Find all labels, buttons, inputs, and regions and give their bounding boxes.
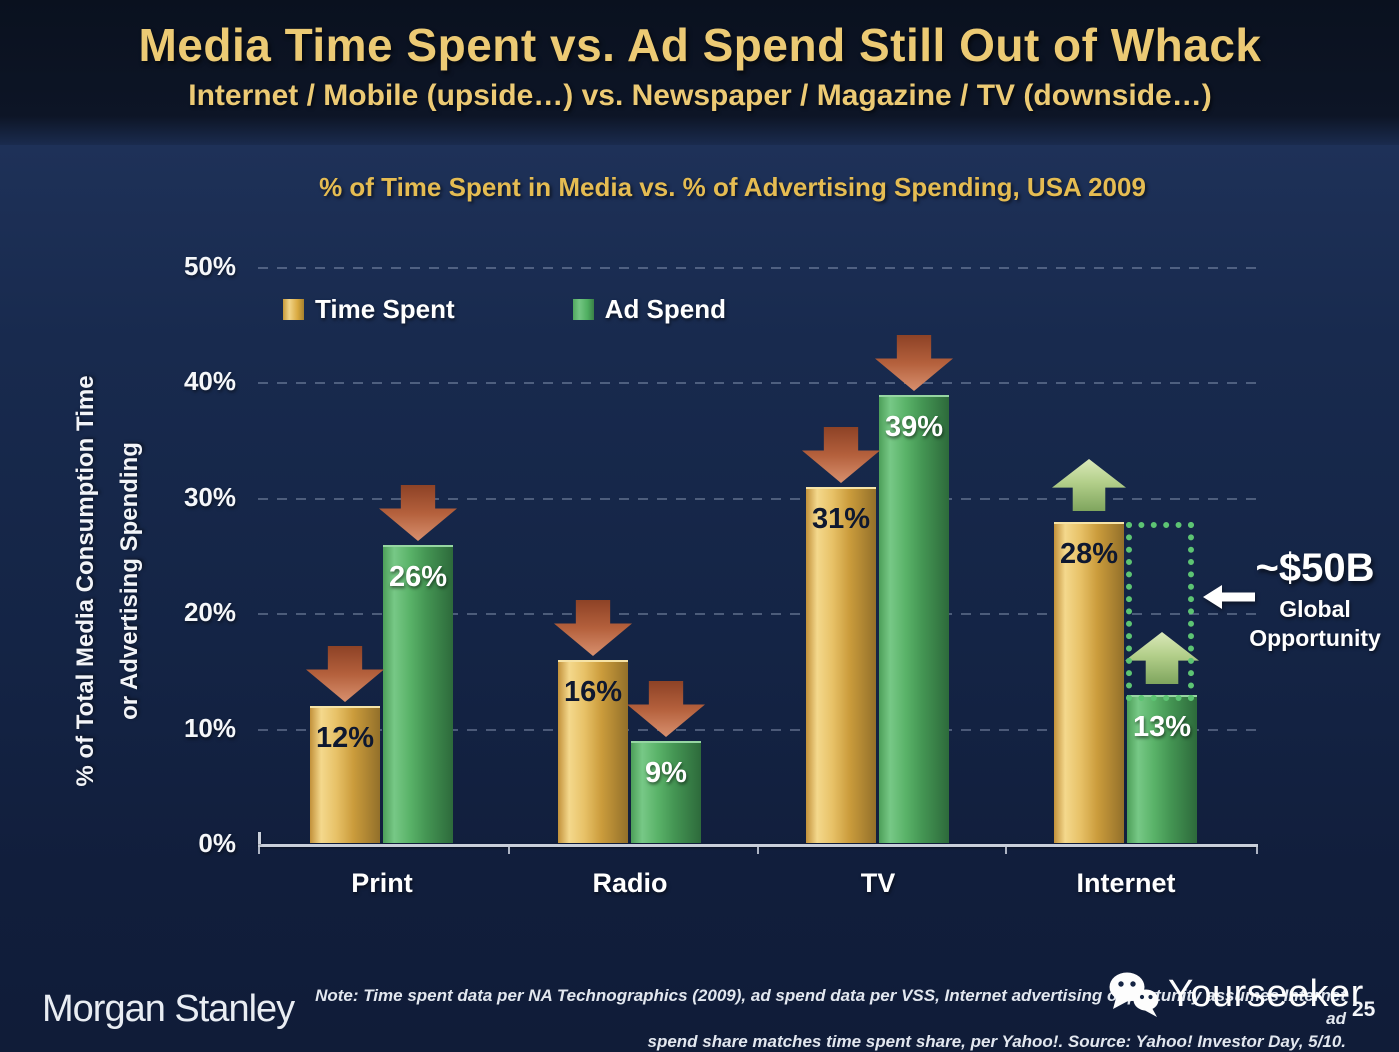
gridline-30 (258, 497, 1258, 500)
x-axis-tick-4 (1256, 845, 1258, 854)
chart-title: % of Time Spent in Media vs. % of Advert… (319, 172, 1146, 202)
x-axis-tick-2 (757, 845, 759, 854)
y-tick-label-10: 10% (183, 712, 236, 743)
bar-ad-print: 26% (383, 545, 453, 843)
y-tick-label-0: 0% (198, 828, 236, 858)
y-tick-label-40: 40% (183, 366, 236, 396)
category-label-radio: Radio (592, 868, 668, 898)
bar-ad-internet: 13% (1127, 695, 1197, 843)
category-label-print: Print (351, 868, 413, 898)
bar-time-internet: 28% (1054, 522, 1124, 843)
watermark-text: Yourseeker (1168, 972, 1364, 1015)
source-note-line2: spend share matches time spent share, pe… (647, 1032, 1347, 1051)
opportunity-annotation: ~$50B Global Opportunity (1235, 546, 1395, 653)
source-note-line1: Note: Time spent data per NA Technograph… (315, 986, 1346, 1028)
slide-body-background (0, 145, 1399, 1052)
x-axis-tick-0 (258, 845, 260, 854)
wechat-icon (1109, 972, 1159, 1017)
bar-time-radio: 16% (558, 660, 628, 843)
bar-value-label-time-print: 12% (315, 722, 375, 754)
slide-header: Media Time Spent vs. Ad Spend Still Out … (0, 0, 1399, 145)
bar-value-label-time-internet: 28% (1059, 538, 1119, 570)
bar-value-label-time-radio: 16% (563, 676, 623, 708)
gridline-10 (258, 728, 1258, 731)
ad-spend-swatch-icon (572, 299, 594, 320)
y-axis-stub (258, 832, 261, 844)
bar-value-label-time-tv: 31% (811, 503, 871, 535)
left-arrow-icon (1203, 585, 1255, 609)
y-tick-label-20: 20% (183, 597, 236, 627)
opportunity-label: Global Opportunity (1249, 596, 1381, 651)
slide-subtitle: Internet / Mobile (upside…) vs. Newspape… (188, 79, 1212, 112)
legend-item-ad-spend: Ad Spend (572, 294, 727, 325)
down-arrow-icon-time-radio (554, 600, 632, 656)
bar-ad-tv: 39% (879, 395, 949, 843)
opportunity-value: ~$50B (1255, 546, 1375, 590)
gridline-50 (258, 266, 1258, 269)
category-label-tv: TV (860, 868, 896, 898)
page-number: 25 (1352, 998, 1376, 1021)
up-arrow-icon-time-internet (1052, 459, 1126, 511)
opportunity-gap-box (1126, 522, 1194, 701)
legend-label-time-spent: Time Spent (315, 294, 455, 324)
morgan-stanley-logo: Morgan Stanley (42, 988, 295, 1030)
y-tick-label-30: 30% (183, 481, 236, 512)
x-axis-tick-1 (508, 845, 510, 854)
gridline-20 (258, 613, 1258, 615)
category-label-internet: Internet (1076, 868, 1176, 898)
bar-value-label-ad-internet: 13% (1132, 711, 1192, 743)
bar-value-label-ad-tv: 39% (884, 411, 944, 443)
time-spent-swatch-icon (283, 299, 304, 320)
down-arrow-icon-time-tv (802, 427, 880, 483)
bar-ad-radio: 9% (631, 741, 701, 843)
gridline-40 (258, 382, 1258, 384)
watermark: Yourseeker (1106, 970, 1364, 1018)
down-arrow-icon-time-print (306, 646, 384, 702)
legend-item-time-spent: Time Spent (283, 294, 455, 325)
chart-legend: Time Spent Ad Spend (283, 294, 726, 325)
bar-value-label-ad-print: 26% (388, 561, 448, 593)
bar-value-label-ad-radio: 9% (645, 757, 687, 789)
y-tick-label-50: 50% (183, 250, 236, 281)
x-axis-tick-3 (1005, 845, 1007, 854)
source-note: Note: Time spent data per NA Technograph… (300, 984, 1346, 1052)
slide-title: Media Time Spent vs. Ad Spend Still Out … (138, 19, 1262, 71)
down-arrow-icon-ad-print (379, 485, 457, 541)
bar-time-print: 12% (310, 706, 380, 843)
legend-label-ad-spend: Ad Spend (604, 294, 727, 324)
bar-time-tv: 31% (806, 487, 876, 843)
